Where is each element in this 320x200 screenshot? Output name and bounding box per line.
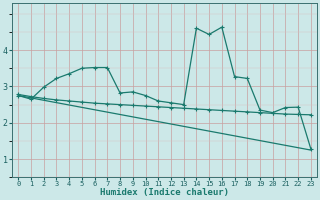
X-axis label: Humidex (Indice chaleur): Humidex (Indice chaleur)	[100, 188, 229, 197]
